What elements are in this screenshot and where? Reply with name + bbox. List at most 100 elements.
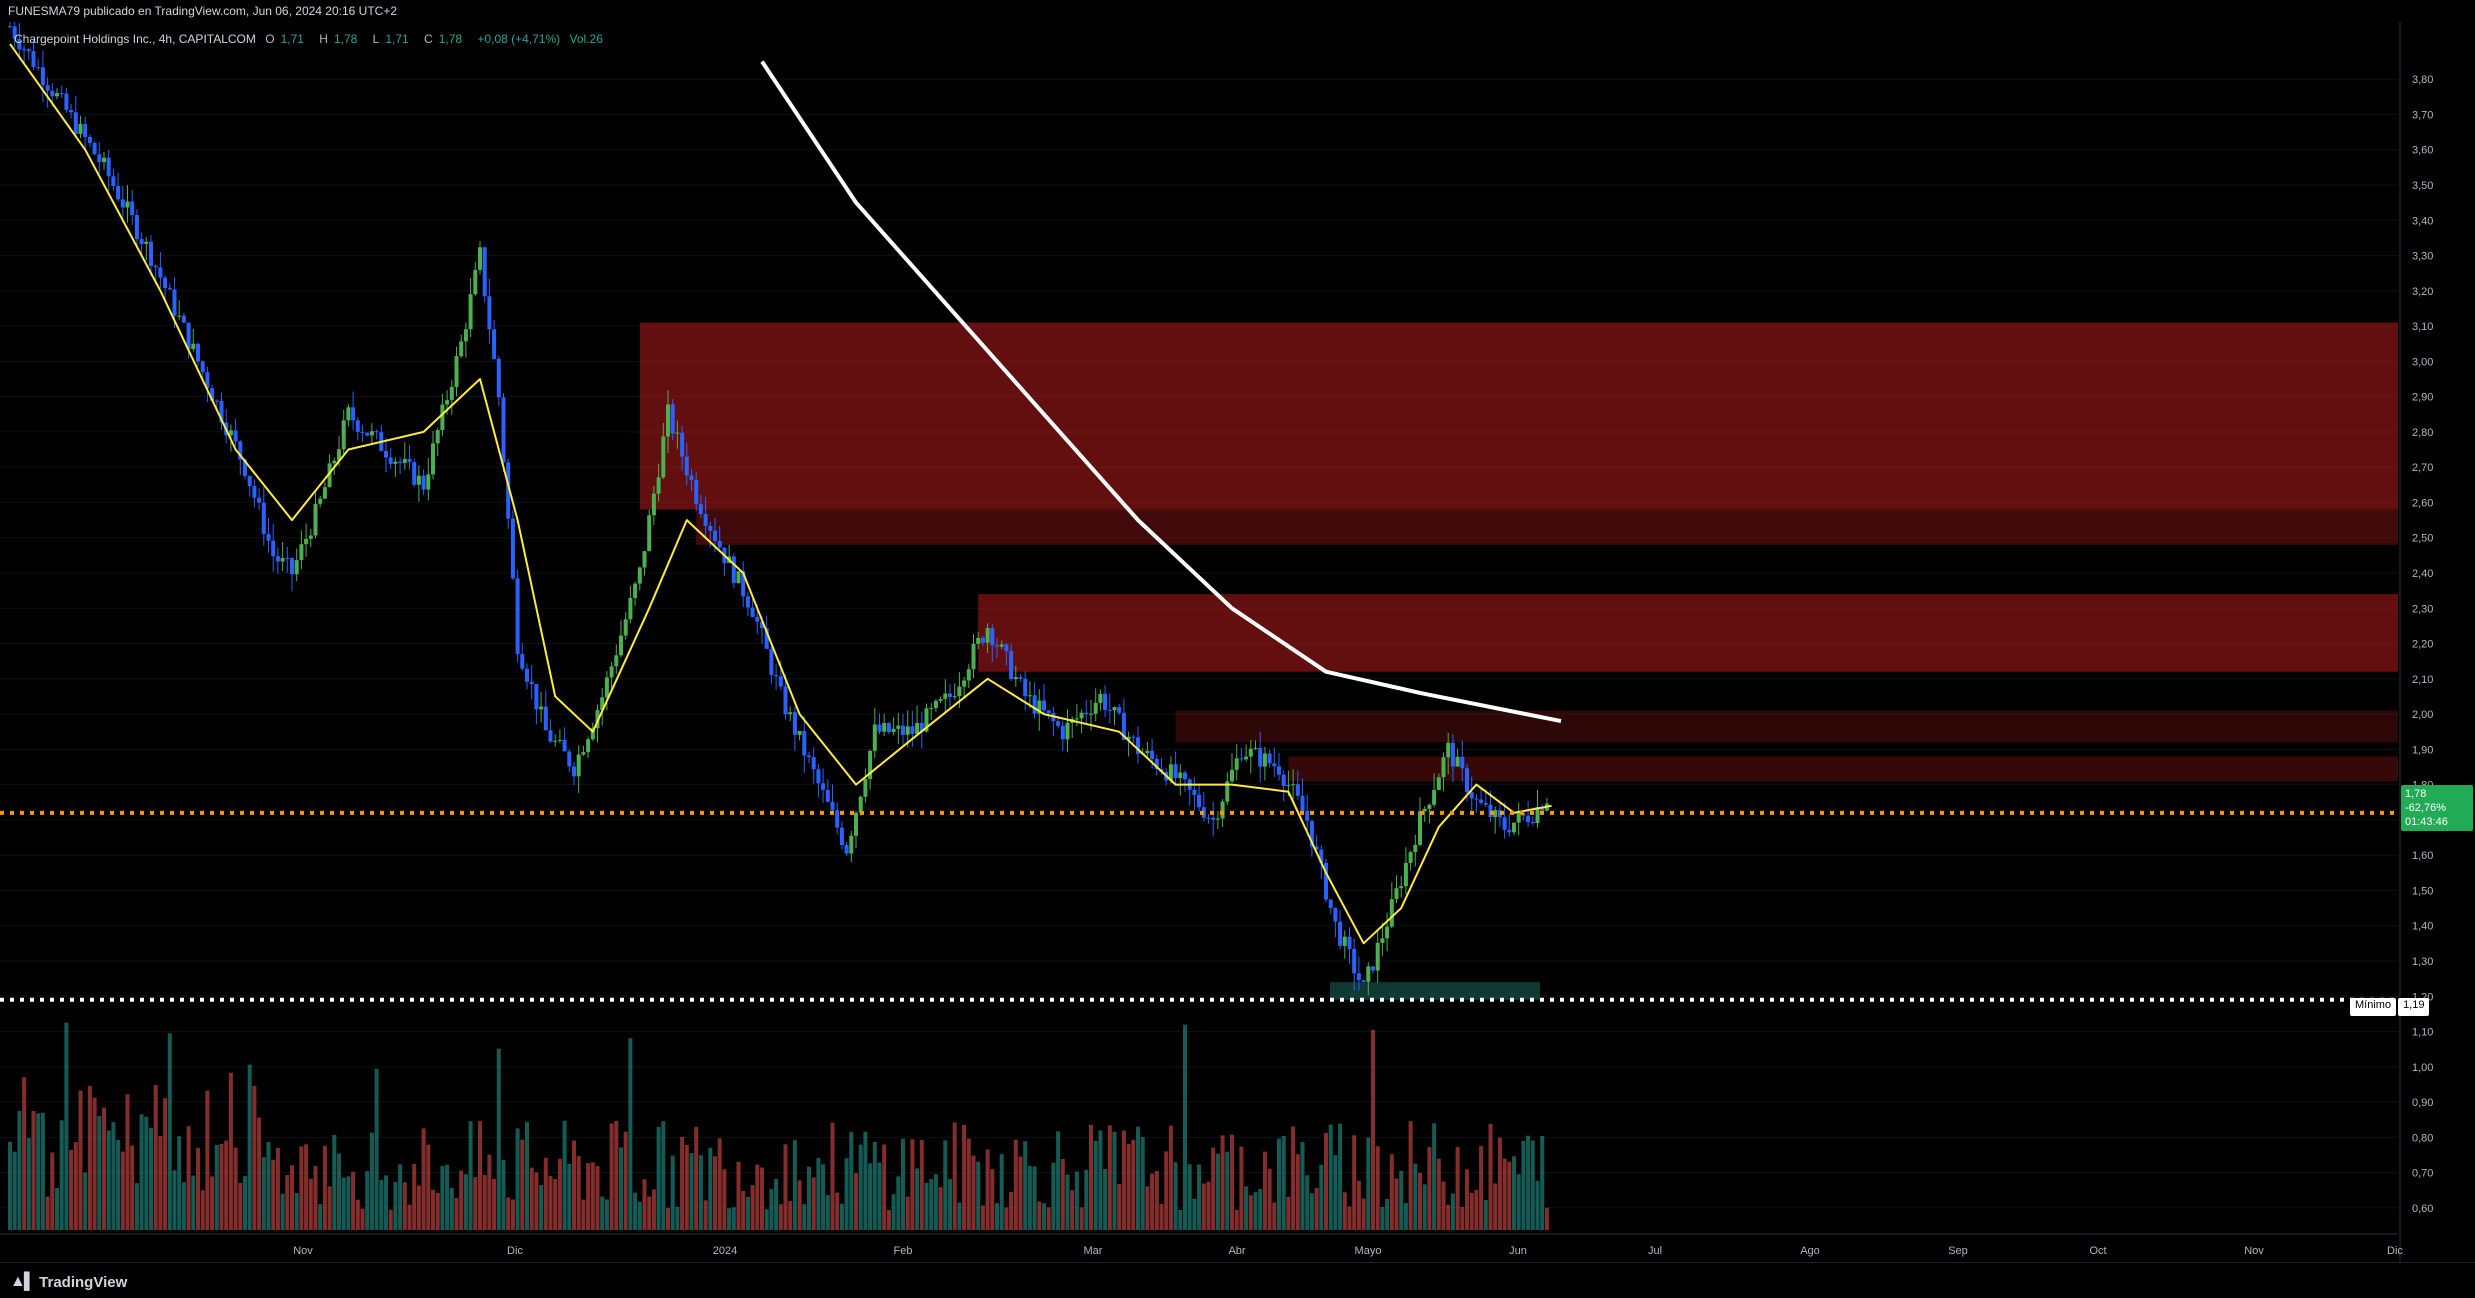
volume-bar — [247, 1064, 252, 1230]
volume-bar — [666, 1207, 670, 1230]
price-chart[interactable]: 3,80 3,70 3,60 3,50 3,40 3,30 3,20 3,10 3,00 2,90… — [0, 22, 2475, 1262]
volume-bar — [792, 1140, 797, 1230]
volume-bar — [1436, 1158, 1441, 1230]
volume-bar — [435, 1192, 440, 1230]
volume-bar — [1098, 1130, 1103, 1230]
time-axis[interactable]: Nov Dic 2024 Feb Mar Abr Mayo Jun Jul Ago Sep Oct No… — [0, 1233, 2403, 1257]
volume-bar — [1027, 1166, 1032, 1230]
symbol-legend: Chargepoint Holdings Inc., 4h, CAPITALCO… — [14, 32, 609, 46]
candle-body — [412, 462, 417, 485]
tradingview-logo[interactable]: ▲▌ TradingView — [10, 1273, 127, 1291]
candle-body — [1253, 747, 1258, 749]
volume-bar — [590, 1162, 595, 1230]
candle-body — [1145, 750, 1150, 754]
candle-body — [506, 462, 511, 519]
volume-bar — [1079, 1207, 1084, 1230]
candle-body — [299, 544, 304, 561]
volume-bar — [1074, 1171, 1079, 1230]
volume-bar — [1399, 1170, 1404, 1230]
time-tick-label: Dic — [507, 1245, 523, 1257]
volume-bar — [680, 1136, 685, 1230]
volume-bar — [412, 1164, 417, 1230]
candle-body — [36, 67, 41, 69]
low-value: 1,71 — [385, 32, 409, 46]
candles — [8, 22, 1549, 996]
volume-bar — [1140, 1137, 1145, 1230]
candle-body — [792, 712, 797, 735]
candle-body — [106, 157, 111, 177]
candle-body — [233, 430, 238, 442]
volume-bar — [1385, 1198, 1390, 1230]
candle-body — [1300, 795, 1305, 811]
volume-bar — [816, 1157, 821, 1230]
time-tick-label: Sep — [1948, 1245, 1968, 1257]
volume-bar — [980, 1205, 985, 1230]
candle-body — [774, 674, 779, 677]
price-axis[interactable]: 3,80 3,70 3,60 3,50 3,40 3,30 3,20 3,10 3,00 2,90… — [2399, 22, 2433, 1262]
candle-body — [12, 26, 17, 39]
volume-bar — [1488, 1123, 1493, 1230]
candle-body — [929, 708, 934, 710]
candle-body — [802, 731, 807, 756]
candle-body — [290, 558, 294, 575]
candle-body — [980, 637, 985, 643]
candle-body — [1018, 677, 1023, 679]
candle-body — [572, 766, 576, 777]
candle-body — [153, 265, 158, 268]
volume-bar — [886, 1209, 891, 1230]
candle-body — [830, 801, 835, 811]
candle-body — [1291, 784, 1296, 786]
candle-body — [473, 269, 478, 295]
volume-bar — [1502, 1158, 1507, 1230]
candle-body — [1530, 821, 1535, 824]
volume-bar — [929, 1178, 934, 1230]
volume-bar — [1070, 1190, 1075, 1230]
volume-bar — [1479, 1146, 1484, 1230]
volume-bar — [741, 1191, 746, 1230]
candle-body — [1375, 942, 1380, 971]
candle-body — [478, 247, 482, 270]
candle-body — [943, 693, 948, 699]
candle-body — [97, 154, 102, 163]
candle-body — [952, 696, 957, 698]
volume-bar — [849, 1131, 854, 1230]
supply-zones — [639, 322, 2399, 1000]
price-tick-label: 2,80 — [2412, 427, 2433, 439]
volume-bar — [553, 1179, 558, 1230]
volume-bar — [1441, 1181, 1446, 1230]
volume-bar — [1117, 1183, 1122, 1230]
volume-bar — [351, 1171, 356, 1230]
candle-body — [703, 514, 708, 526]
candle-body — [1136, 737, 1140, 754]
price-tick-label: 2,50 — [2412, 533, 2433, 545]
volume-bar — [619, 1147, 623, 1230]
volume-bar — [398, 1164, 403, 1230]
candle-body — [181, 315, 186, 323]
candle-body — [332, 460, 337, 464]
volume-bar — [1371, 1030, 1375, 1230]
volume-bar — [797, 1180, 802, 1230]
candle-body — [125, 201, 130, 208]
candle-body — [938, 698, 943, 701]
volume-bar — [750, 1185, 755, 1230]
candle-body — [440, 404, 445, 431]
bar-countdown: 01:43:46 — [2405, 816, 2448, 828]
time-tick-label: Feb — [894, 1245, 913, 1257]
volume-bar — [473, 1177, 478, 1230]
candle-body — [454, 356, 459, 387]
candle-body — [1422, 808, 1427, 812]
volume-bar — [647, 1196, 652, 1230]
volume-bar — [116, 1140, 121, 1230]
candle-body — [750, 607, 755, 617]
volume-bar — [1131, 1139, 1136, 1230]
volume-bar — [139, 1114, 144, 1230]
volume-bar — [670, 1155, 675, 1230]
volume-bar — [45, 1196, 50, 1230]
volume-bar — [1056, 1131, 1061, 1230]
volume-bar — [1089, 1124, 1093, 1230]
volume-bar — [261, 1157, 266, 1230]
volume-bar — [835, 1192, 840, 1230]
volume-bar — [515, 1128, 520, 1230]
volume-bar — [332, 1134, 337, 1230]
candle-body — [449, 386, 454, 401]
